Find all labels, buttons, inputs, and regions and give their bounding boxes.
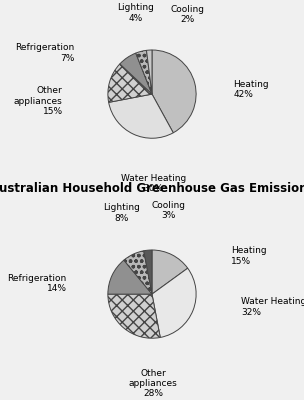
Wedge shape [108, 260, 152, 294]
Text: Heating
15%: Heating 15% [231, 246, 267, 266]
Title: Australian Household Greenhouse Gas Emissions: Australian Household Greenhouse Gas Emis… [0, 182, 304, 195]
Wedge shape [124, 251, 152, 294]
Wedge shape [108, 294, 160, 338]
Wedge shape [109, 94, 173, 138]
Wedge shape [152, 250, 188, 294]
Wedge shape [144, 250, 152, 294]
Text: Water Heating
30%: Water Heating 30% [121, 174, 186, 193]
Text: Other
appliances
15%: Other appliances 15% [14, 86, 63, 116]
Wedge shape [152, 268, 196, 338]
Text: Refrigeration
7%: Refrigeration 7% [15, 43, 74, 63]
Text: Lighting
4%: Lighting 4% [117, 3, 154, 23]
Wedge shape [108, 64, 152, 102]
Text: Heating
42%: Heating 42% [233, 80, 269, 99]
Text: Water Heating
32%: Water Heating 32% [241, 297, 304, 317]
Wedge shape [120, 53, 152, 94]
Text: Cooling
3%: Cooling 3% [151, 201, 185, 220]
Wedge shape [147, 50, 152, 94]
Text: Other
appliances
28%: Other appliances 28% [129, 369, 178, 398]
Wedge shape [152, 50, 196, 133]
Wedge shape [136, 50, 152, 94]
Text: Cooling
2%: Cooling 2% [170, 5, 204, 24]
Text: Refrigeration
14%: Refrigeration 14% [8, 274, 67, 293]
Text: Lighting
8%: Lighting 8% [103, 203, 140, 223]
